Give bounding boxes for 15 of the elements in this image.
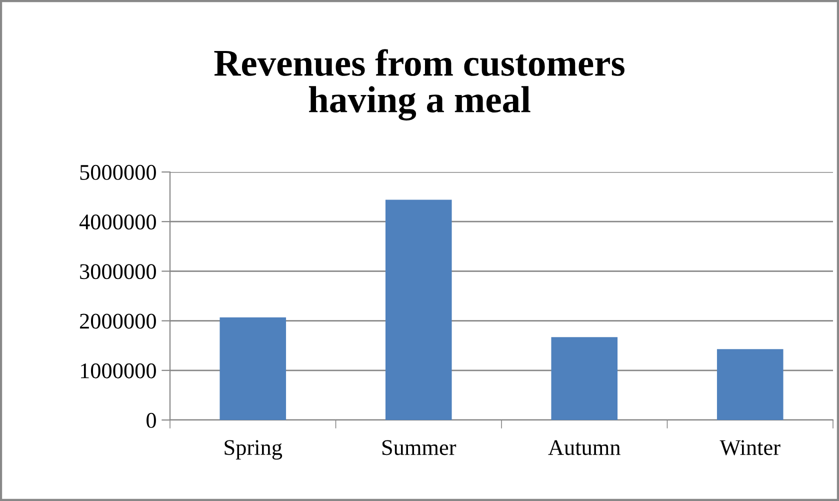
chart-title: Revenues from customers having a meal <box>214 49 624 120</box>
x-tick-label: Spring <box>224 440 282 460</box>
bar <box>220 317 286 420</box>
bar <box>716 349 784 420</box>
bar <box>385 200 452 420</box>
x-tick-label: Summer <box>382 440 456 456</box>
y-tick-label: 4000000 <box>79 214 156 230</box>
y-tick-label: 0 <box>146 412 156 428</box>
y-tick-label: 1000000 <box>80 363 156 378</box>
y-tick-label: 3000000 <box>80 264 156 280</box>
x-tick-label: Autumn <box>548 440 620 456</box>
bar <box>551 337 618 420</box>
y-tick-label: 5000000 <box>80 164 156 180</box>
y-tick-label: 2000000 <box>80 314 156 329</box>
x-tick-label: Winter <box>720 440 780 456</box>
